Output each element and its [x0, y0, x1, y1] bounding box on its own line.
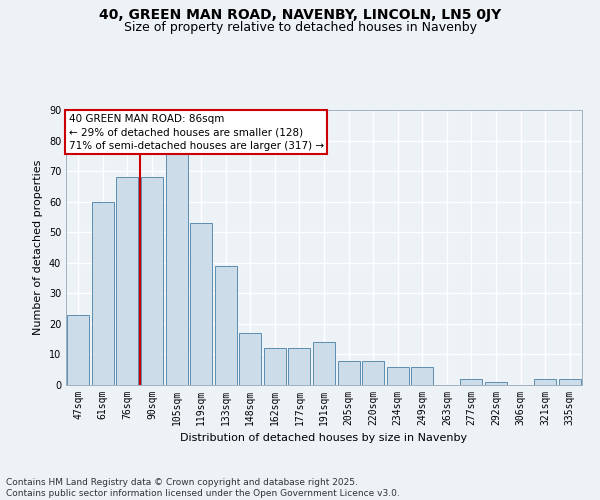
Bar	[92, 202, 114, 385]
Bar	[289, 348, 310, 385]
Text: Contains HM Land Registry data © Crown copyright and database right 2025.
Contai: Contains HM Land Registry data © Crown c…	[6, 478, 400, 498]
X-axis label: Distribution of detached houses by size in Navenby: Distribution of detached houses by size …	[181, 434, 467, 444]
Bar	[411, 366, 433, 385]
Bar	[215, 266, 237, 385]
Bar	[362, 360, 384, 385]
Bar	[460, 379, 482, 385]
Bar	[190, 223, 212, 385]
Text: 40 GREEN MAN ROAD: 86sqm
← 29% of detached houses are smaller (128)
71% of semi-: 40 GREEN MAN ROAD: 86sqm ← 29% of detach…	[68, 114, 324, 150]
Bar	[239, 333, 262, 385]
Bar	[386, 366, 409, 385]
Bar	[559, 379, 581, 385]
Bar	[116, 177, 139, 385]
Bar	[141, 177, 163, 385]
Bar	[264, 348, 286, 385]
Text: Size of property relative to detached houses in Navenby: Size of property relative to detached ho…	[124, 21, 476, 34]
Bar	[338, 360, 359, 385]
Bar	[485, 382, 507, 385]
Bar	[166, 153, 188, 385]
Bar	[534, 379, 556, 385]
Bar	[313, 342, 335, 385]
Bar	[67, 314, 89, 385]
Text: 40, GREEN MAN ROAD, NAVENBY, LINCOLN, LN5 0JY: 40, GREEN MAN ROAD, NAVENBY, LINCOLN, LN…	[99, 8, 501, 22]
Y-axis label: Number of detached properties: Number of detached properties	[33, 160, 43, 335]
